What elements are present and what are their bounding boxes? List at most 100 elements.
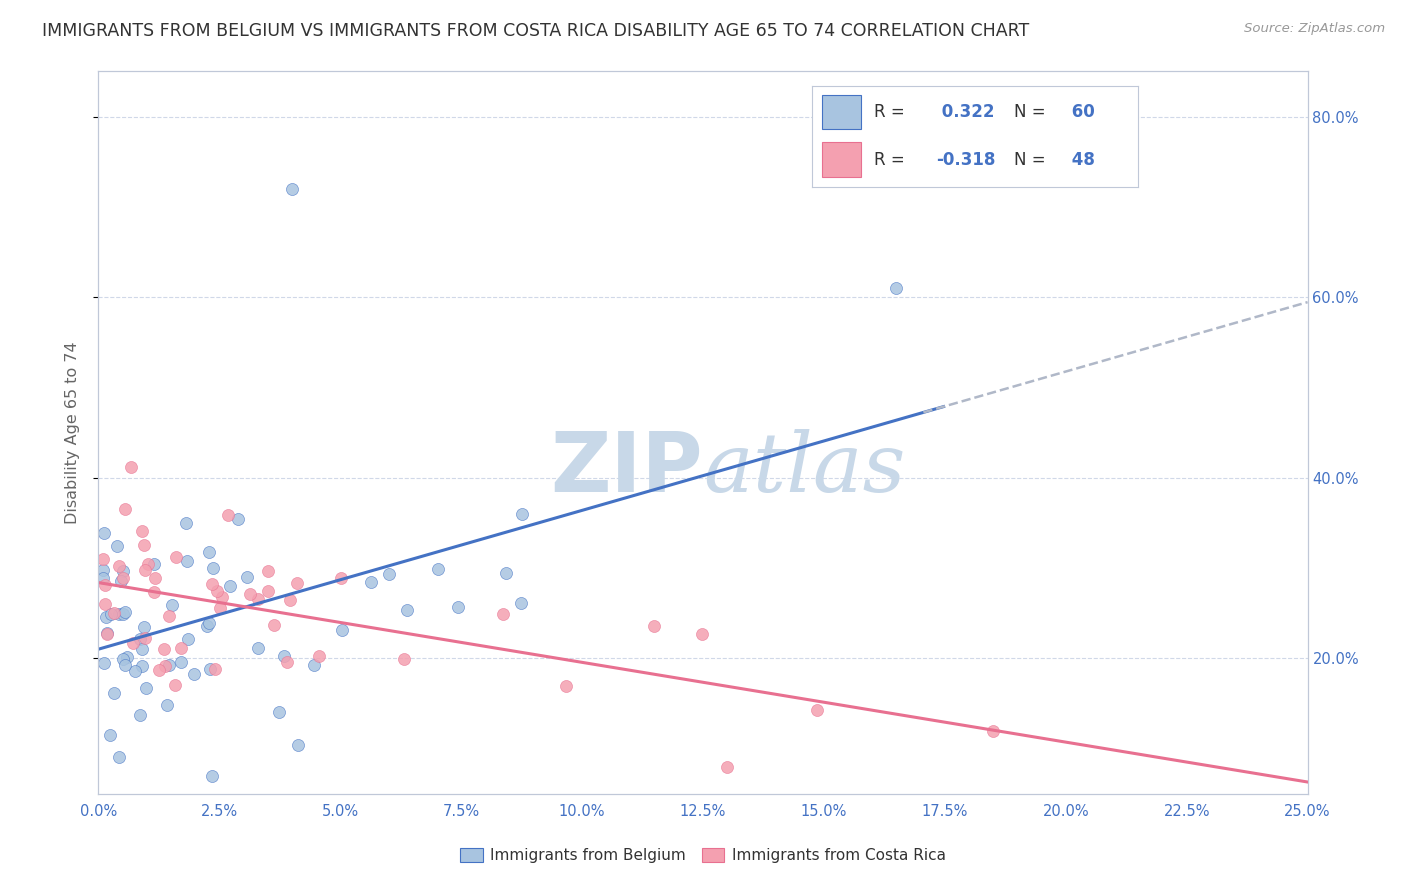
Point [120,459,142,474]
Point [806,703,828,717]
Point [111,607,134,622]
Point [195,619,218,633]
Point [114,657,136,672]
Point [110,574,132,589]
Point [134,632,156,646]
Point [129,708,152,723]
Point [94,578,117,592]
Text: IMMIGRANTS FROM BELGIUM VS IMMIGRANTS FROM COSTA RICA DISABILITY AGE 65 TO 74 CO: IMMIGRANTS FROM BELGIUM VS IMMIGRANTS FR… [42,22,1029,40]
Point [142,557,165,571]
Point [360,574,382,589]
Point [94,597,117,611]
Point [132,620,155,634]
Point [142,585,165,599]
Point [163,678,186,692]
Point [157,657,180,672]
Point [285,575,308,590]
Point [273,649,295,664]
Point [510,507,533,521]
Point [176,554,198,568]
Point [395,603,418,617]
Point [91,571,114,585]
Point [204,662,226,676]
Point [276,655,298,669]
Point [98,727,121,741]
Point [287,738,309,752]
Y-axis label: Disability Age 65 to 74: Disability Age 65 to 74 [65,342,80,524]
Point [160,598,183,612]
Point [100,607,122,622]
Point [256,584,278,599]
Point [94,610,117,624]
Point [112,652,135,666]
Point [117,649,139,664]
Point [135,681,157,695]
Point [392,652,415,666]
Point [330,623,353,637]
Point [103,606,125,620]
Point [304,657,326,672]
Point [156,698,179,712]
Point [239,586,262,600]
Point [218,579,240,593]
Point [105,539,128,553]
Point [201,577,224,591]
Point [122,636,145,650]
Point [148,663,170,677]
Point [108,749,131,764]
Point [208,600,231,615]
Point [981,723,1004,738]
Point [197,616,219,631]
Point [136,558,159,572]
Point [131,659,153,673]
Point [129,632,152,646]
Point [131,641,153,656]
Point [96,627,118,641]
Point [281,182,304,196]
Point [447,599,470,614]
Point [200,769,222,783]
Point [131,524,153,538]
Point [426,562,449,576]
Text: Source: ZipAtlas.com: Source: ZipAtlas.com [1244,22,1385,36]
Text: atlas: atlas [703,429,905,508]
Point [134,538,156,552]
Point [257,564,280,578]
Point [170,655,193,669]
Point [134,563,156,577]
Legend: Immigrants from Belgium, Immigrants from Costa Rica: Immigrants from Belgium, Immigrants from… [454,842,952,870]
Point [112,570,135,584]
Point [205,583,228,598]
Point [330,571,353,585]
Point [377,567,399,582]
Point [201,561,224,575]
Point [177,632,200,647]
Point [246,591,269,606]
Point [263,618,285,632]
Point [236,569,259,583]
Point [198,663,221,677]
Point [165,550,187,565]
Point [267,706,290,720]
Point [114,605,136,619]
Point [96,626,118,640]
Point [226,512,249,526]
Point [91,552,114,566]
Point [108,607,131,621]
Point [211,591,233,605]
Point [174,516,197,530]
Point [153,641,176,656]
Point [111,564,134,578]
Point [198,545,221,559]
Point [509,596,531,610]
Point [495,566,517,580]
Point [103,686,125,700]
Point [124,664,146,678]
Point [170,641,193,656]
Point [554,679,576,693]
Text: ZIP: ZIP [551,428,703,509]
Point [716,760,738,774]
Point [246,640,269,655]
Point [153,658,176,673]
Point [492,607,515,621]
